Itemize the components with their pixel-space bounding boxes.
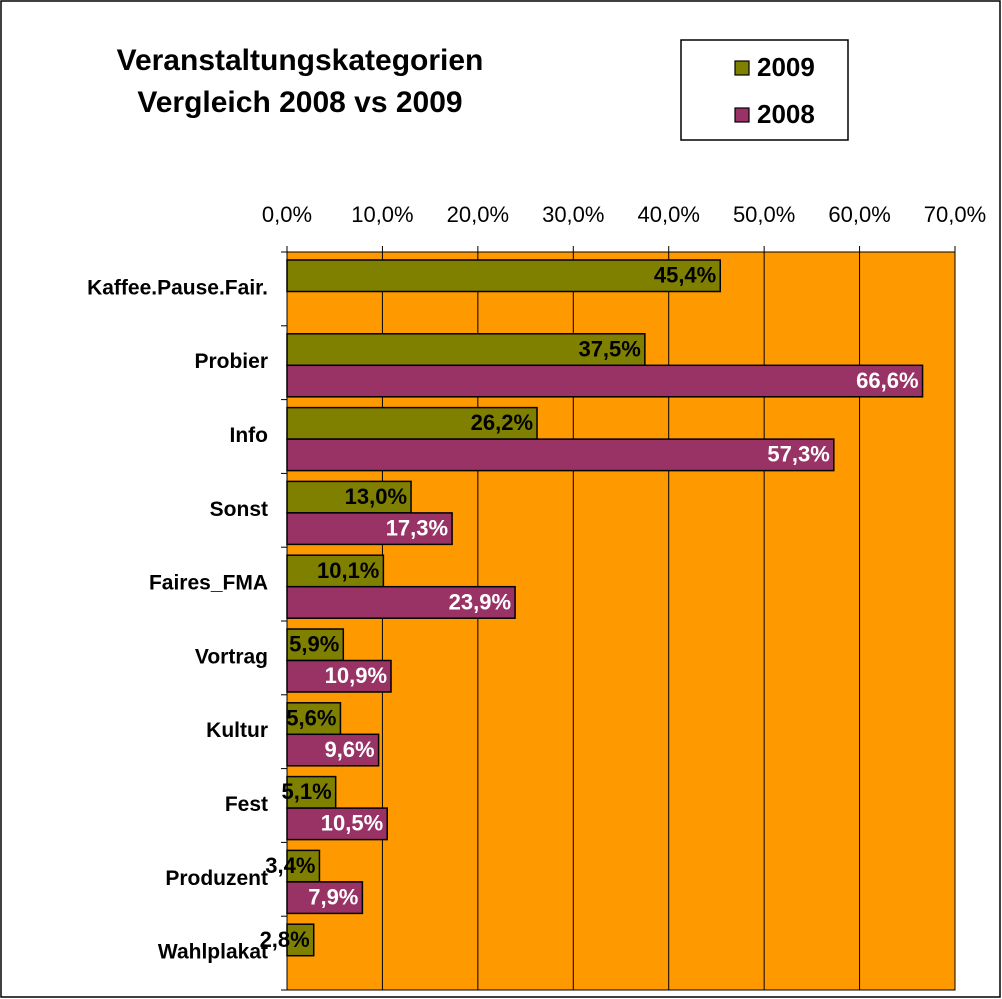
data-label: 10,1%	[317, 558, 379, 583]
y-tick-label: Sonst	[210, 498, 268, 521]
y-tick-label: Wahlplakat	[158, 941, 268, 964]
x-tick-label: 10,0%	[351, 202, 413, 227]
legend-box	[680, 39, 849, 141]
data-label: 9,6%	[324, 737, 374, 762]
x-tick-label: 50,0%	[733, 202, 795, 227]
bar	[286, 807, 388, 841]
data-label: 10,5%	[321, 811, 383, 836]
bar	[286, 659, 392, 693]
data-label: 45,4%	[654, 263, 716, 288]
data-label: 3,4%	[265, 853, 315, 878]
x-tick-label: 70,0%	[924, 202, 986, 227]
data-label: 5,1%	[282, 779, 332, 804]
legend-swatch	[734, 60, 750, 76]
bar	[286, 881, 364, 915]
y-tick-label: Fest	[225, 793, 268, 816]
y-tick-label: Kaffee.Pause.Fair.	[87, 276, 268, 299]
y-tick-label: Probier	[194, 350, 268, 373]
bar	[286, 733, 380, 767]
x-tick-label: 30,0%	[542, 202, 604, 227]
bar	[286, 554, 385, 588]
x-tick-label: 60,0%	[828, 202, 890, 227]
y-tick-label: Faires_FMA	[149, 572, 268, 595]
bar	[286, 585, 516, 619]
x-tick-label: 40,0%	[638, 202, 700, 227]
bar	[286, 364, 924, 398]
data-label: 10,9%	[325, 663, 387, 688]
y-tick-label: Produzent	[165, 867, 268, 890]
y-tick-label: Vortrag	[195, 645, 268, 668]
data-label: 5,9%	[289, 632, 339, 657]
data-label: 5,6%	[286, 705, 336, 730]
data-label: 57,3%	[767, 442, 829, 467]
chart-title: Veranstaltungskategorien Vergleich 2008 …	[116, 44, 484, 119]
x-tick-label: 20,0%	[447, 202, 509, 227]
legend-swatch	[734, 107, 750, 123]
x-tick-label: 0,0%	[262, 202, 312, 227]
bar	[286, 702, 342, 736]
bar	[286, 333, 646, 367]
y-tick-label: Info	[230, 424, 268, 447]
bar	[286, 438, 835, 472]
data-label: 26,2%	[471, 410, 533, 435]
legend-label: 2009	[757, 52, 815, 82]
data-label: 66,6%	[856, 368, 918, 393]
data-label: 23,9%	[449, 589, 511, 614]
y-tick-label: Kultur	[206, 719, 268, 742]
legend-label: 2008	[757, 99, 815, 129]
bar	[286, 259, 721, 293]
bar	[286, 512, 453, 546]
data-label: 37,5%	[578, 336, 640, 361]
data-label: 17,3%	[386, 515, 448, 540]
bar	[286, 923, 315, 957]
bar	[286, 406, 538, 440]
data-label: 7,9%	[308, 884, 358, 909]
data-label: 2,8%	[260, 927, 310, 952]
data-label: 13,0%	[345, 484, 407, 509]
bar	[286, 480, 412, 514]
